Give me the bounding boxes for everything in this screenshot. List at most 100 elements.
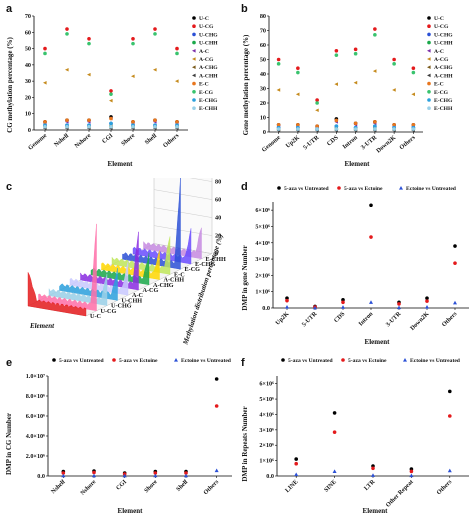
point-e-chh-nshore <box>87 124 91 129</box>
y-tick-label: 0 <box>263 129 266 136</box>
row-label-e-c: E-C <box>174 271 185 278</box>
legend-label-u-c: U-C <box>434 16 444 22</box>
y-tick-label: 10 <box>25 111 31 118</box>
point-e-c-intron <box>353 121 358 126</box>
legend-marker-a-cg <box>192 57 196 61</box>
legend-marker-u-chh <box>427 40 431 45</box>
y-tick-label: 60 <box>260 42 266 49</box>
y-tick-label: 0.0 <box>37 473 45 480</box>
point-5-aza-vs-untreated-line <box>294 457 298 461</box>
y-tick-label: 3×10⁶ <box>255 256 270 263</box>
point-e-c-genome <box>276 122 281 127</box>
y-tick-label: 6×10⁶ <box>259 381 274 388</box>
point-e-cg-shelf <box>153 32 157 36</box>
legend-marker-5-aza-vs-untreated <box>281 358 285 362</box>
x-tick-label-genome: Genome <box>261 134 283 154</box>
legend-marker-e-chh <box>427 106 431 110</box>
legend-marker-5-aza-vs-untreated <box>52 358 56 362</box>
legend-label-a-cg: A-CG <box>434 57 449 63</box>
z-tick-label: 60 <box>215 197 221 204</box>
point-ectoine-vs-untreated-others <box>214 468 219 473</box>
z-gridline <box>153 225 213 236</box>
point-e-c-genome <box>43 120 47 124</box>
point-e-chh-shelf <box>153 124 157 129</box>
point-a-cg-3-utr <box>372 69 377 73</box>
row-label-a-chg: A-CHG <box>153 282 174 289</box>
z-tick-label: 40 <box>215 215 221 222</box>
panel-d-plot: 0.0 1×10⁶ 2×10⁶ 3×10⁶ 4×10⁶ 5×10⁶ 6×10⁶ Up2K 5-U… <box>255 186 469 332</box>
point-ectoine-vs-untreated-5-utr <box>313 305 317 310</box>
legend-label-5-aza-vs-untreated: 5-aza vs Untreated <box>288 358 334 364</box>
point-5-aza-vs-ectoine-cds <box>341 300 345 305</box>
point-ectoine-vs-untreated-nshore <box>92 473 96 478</box>
point-a-cg-5-utr <box>315 108 319 113</box>
y-tick-label: 8.0×10⁶ <box>26 393 45 400</box>
point-e-chg-cds <box>334 124 339 128</box>
row-label-a-chh: A-CHH <box>164 277 185 284</box>
y-tick-label: 20 <box>260 100 266 107</box>
point-5-aza-vs-ectoine-shelf <box>184 471 188 475</box>
panel-a-label: a <box>6 3 13 15</box>
legend-label-5-aza-vs-ectoine: 5-aza vs Ectoine <box>119 358 158 364</box>
legend-marker-e-chg <box>192 98 196 102</box>
y-tick-label: 4.0×10⁶ <box>26 433 45 440</box>
point-e-c-5-utr <box>315 124 319 128</box>
y-tick-label: 20 <box>25 94 31 101</box>
point-u-cg-up2k <box>296 66 300 70</box>
y-tick-label: 70 <box>25 13 31 20</box>
panel-b-xlabel: Element <box>345 160 371 168</box>
y-tick-label: 40 <box>260 71 266 78</box>
x-tick-label-5-utr: 5-UTR <box>302 134 321 151</box>
ribbon-e-c <box>111 236 171 275</box>
back-wall <box>153 178 213 254</box>
point-5-aza-vs-ectoine-nshelf <box>61 471 66 475</box>
y-tick-label: 30 <box>260 86 266 93</box>
point-5-aza-vs-ectoine-nshore <box>92 470 96 475</box>
legend-marker-u-chh <box>192 40 196 45</box>
point-a-cg-shore <box>131 74 135 79</box>
legend-label-u-cg: U-CG <box>434 24 449 30</box>
legend-label-a-cg: A-CG <box>199 57 214 63</box>
legend-marker-u-chg <box>192 32 196 37</box>
x-tick-label-nshore: Nshore <box>73 132 92 150</box>
point-e-c-3-utr <box>373 120 377 124</box>
row-label-a-c: A-C <box>132 292 143 299</box>
point-ectoine-vs-untreated-ltr <box>371 473 375 477</box>
point-5-aza-vs-ectoine-up2k <box>285 298 289 303</box>
point-e-chh-shore <box>131 124 135 129</box>
point-5-aza-vs-ectoine-other-repeat <box>409 469 414 474</box>
point-5-aza-vs-untreated-others <box>448 389 452 394</box>
y-tick-label: 30 <box>25 78 31 85</box>
panel-b-plot: 0 10 20 30 40 50 60 70 80 Genome Up2K 5-UTR CDS Intro… <box>260 13 453 155</box>
legend-label-ectoine-vs-untreated: Ectoine vs Untreated <box>406 186 457 192</box>
y-tick-label: 10 <box>260 115 266 122</box>
panel-d-xlabel: Element <box>365 338 391 346</box>
point-e-c-shelf <box>153 118 157 123</box>
panel-a-xlabel: Element <box>108 160 134 168</box>
x-tick-label-cds: CDS <box>333 310 347 324</box>
legend-marker-ectoine-vs-untreated <box>399 186 403 190</box>
legend-label-5-aza-vs-ectoine: 5-aza vs Ectoine <box>344 186 383 192</box>
row-label-e-chg: E-CHG <box>195 261 215 268</box>
point-e-chh-cds <box>334 127 339 131</box>
legend-marker-a-c <box>192 49 196 53</box>
row-label-u-cg: U-CG <box>101 308 117 315</box>
x-tick-label-others: Others <box>398 134 417 151</box>
point-e-cg-down2k <box>392 62 396 66</box>
point-a-cg-down2k <box>392 88 396 92</box>
point-e-cg-up2k <box>296 70 300 75</box>
legend-label-e-cg: E-CG <box>199 90 214 96</box>
legend-marker-a-chh <box>192 73 196 78</box>
legend-marker-5-aza-vs-ectoine <box>112 358 116 362</box>
point-5-aza-vs-ectoine-3-utr <box>397 302 401 306</box>
point-ectoine-vs-untreated-cgi <box>122 473 127 478</box>
y-tick-label: 0.0 <box>266 473 274 480</box>
row-label-e-cg: E-CG <box>185 266 201 273</box>
point-e-chh-nshelf <box>65 124 69 129</box>
x-tick-label-shore: Shore <box>143 478 159 494</box>
legend-label-a-c: A-C <box>434 49 444 55</box>
panel-f-label: f <box>241 357 245 369</box>
point-e-cg-others <box>411 70 416 75</box>
point-a-cg-shelf <box>153 67 157 72</box>
row-label-e-chh: E-CHH <box>206 256 226 263</box>
